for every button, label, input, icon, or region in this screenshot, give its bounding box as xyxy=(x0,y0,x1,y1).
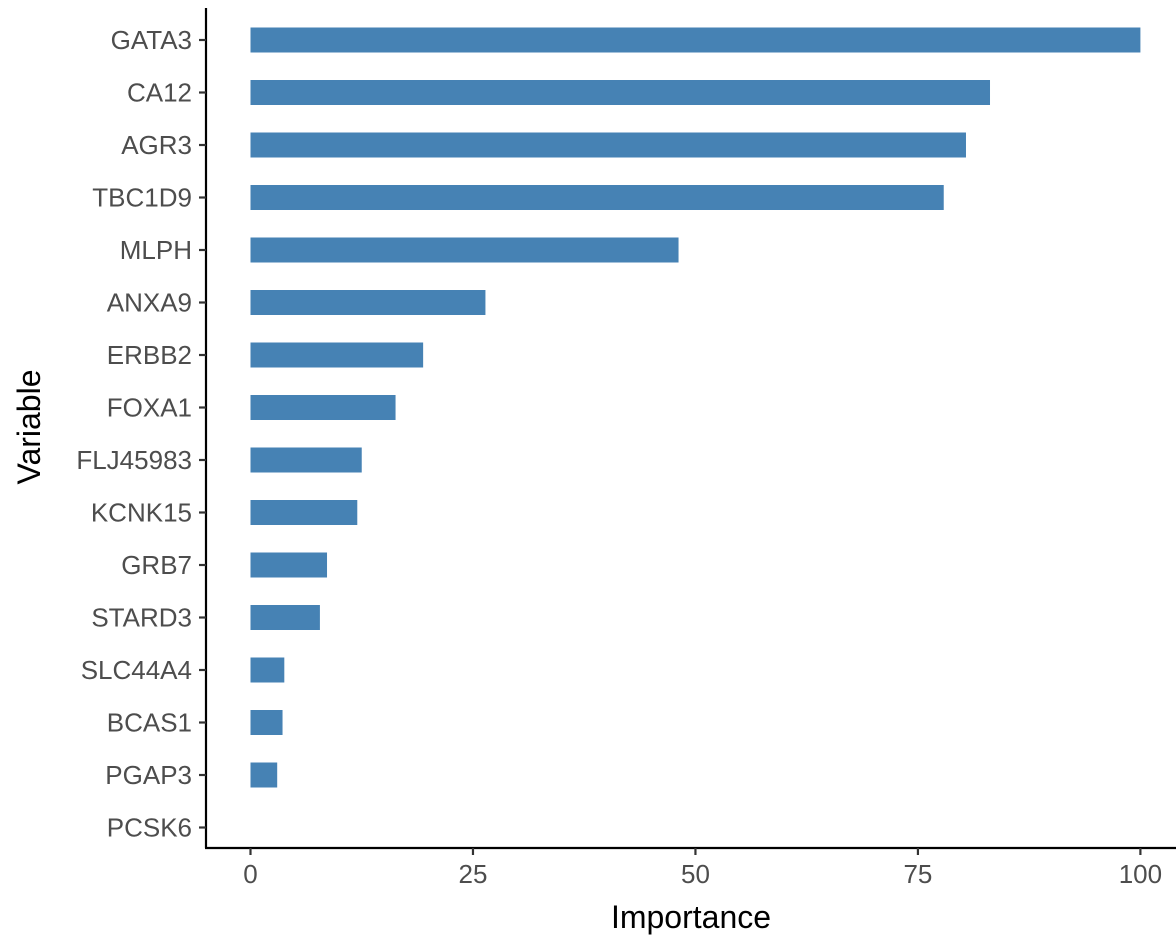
x-axis-title: Importance xyxy=(611,899,771,935)
y-tick-label: AGR3 xyxy=(121,130,192,160)
x-tick-label: 75 xyxy=(903,859,932,889)
y-tick-label: GATA3 xyxy=(111,25,192,55)
y-axis-ticks: GATA3 CA12 AGR3 TBC1D9 MLPH ANXA9 ERBB2 FOXA1 FL… xyxy=(76,25,206,843)
bar-foxa1 xyxy=(250,395,396,420)
y-tick-label: FOXA1 xyxy=(107,393,192,423)
y-tick-label: GRB7 xyxy=(121,550,192,580)
x-tick-label: 0 xyxy=(243,859,257,889)
bar-pgap3 xyxy=(250,762,278,788)
bar-ca12 xyxy=(250,80,991,105)
bars-group xyxy=(250,27,1141,788)
bar-slc44a4 xyxy=(250,657,285,683)
x-tick-label: 25 xyxy=(459,859,488,889)
bar-erbb2 xyxy=(250,342,424,368)
y-tick-label: STARD3 xyxy=(91,603,192,633)
y-tick-label: TBC1D9 xyxy=(92,183,192,213)
y-tick-label: PCSK6 xyxy=(107,813,192,843)
y-tick-label: PGAP3 xyxy=(105,760,192,790)
y-tick-label: SLC44A4 xyxy=(81,655,192,685)
bar-bcas1 xyxy=(250,710,283,735)
x-axis-ticks: 0 25 50 75 100 xyxy=(243,848,1162,889)
y-tick-label: FLJ45983 xyxy=(76,445,192,475)
bar-anxa9 xyxy=(250,290,486,315)
bar-gata3 xyxy=(250,27,1141,53)
y-axis-title: Variable xyxy=(11,369,47,484)
bar-kcnk15 xyxy=(250,500,358,525)
x-tick-label: 100 xyxy=(1119,859,1162,889)
bar-tbc1d9 xyxy=(250,185,944,210)
bar-mlph xyxy=(250,237,679,263)
bar-stard3 xyxy=(250,605,320,630)
y-tick-label: KCNK15 xyxy=(91,498,192,528)
y-tick-label: ANXA9 xyxy=(107,288,192,318)
bar-flj45983 xyxy=(250,447,362,473)
y-tick-label: MLPH xyxy=(120,235,192,265)
bar-grb7 xyxy=(250,552,328,578)
y-tick-label: CA12 xyxy=(127,78,192,108)
y-tick-label: ERBB2 xyxy=(107,340,192,370)
x-tick-label: 50 xyxy=(681,859,710,889)
bar-agr3 xyxy=(250,132,966,158)
y-tick-label: BCAS1 xyxy=(107,708,192,738)
